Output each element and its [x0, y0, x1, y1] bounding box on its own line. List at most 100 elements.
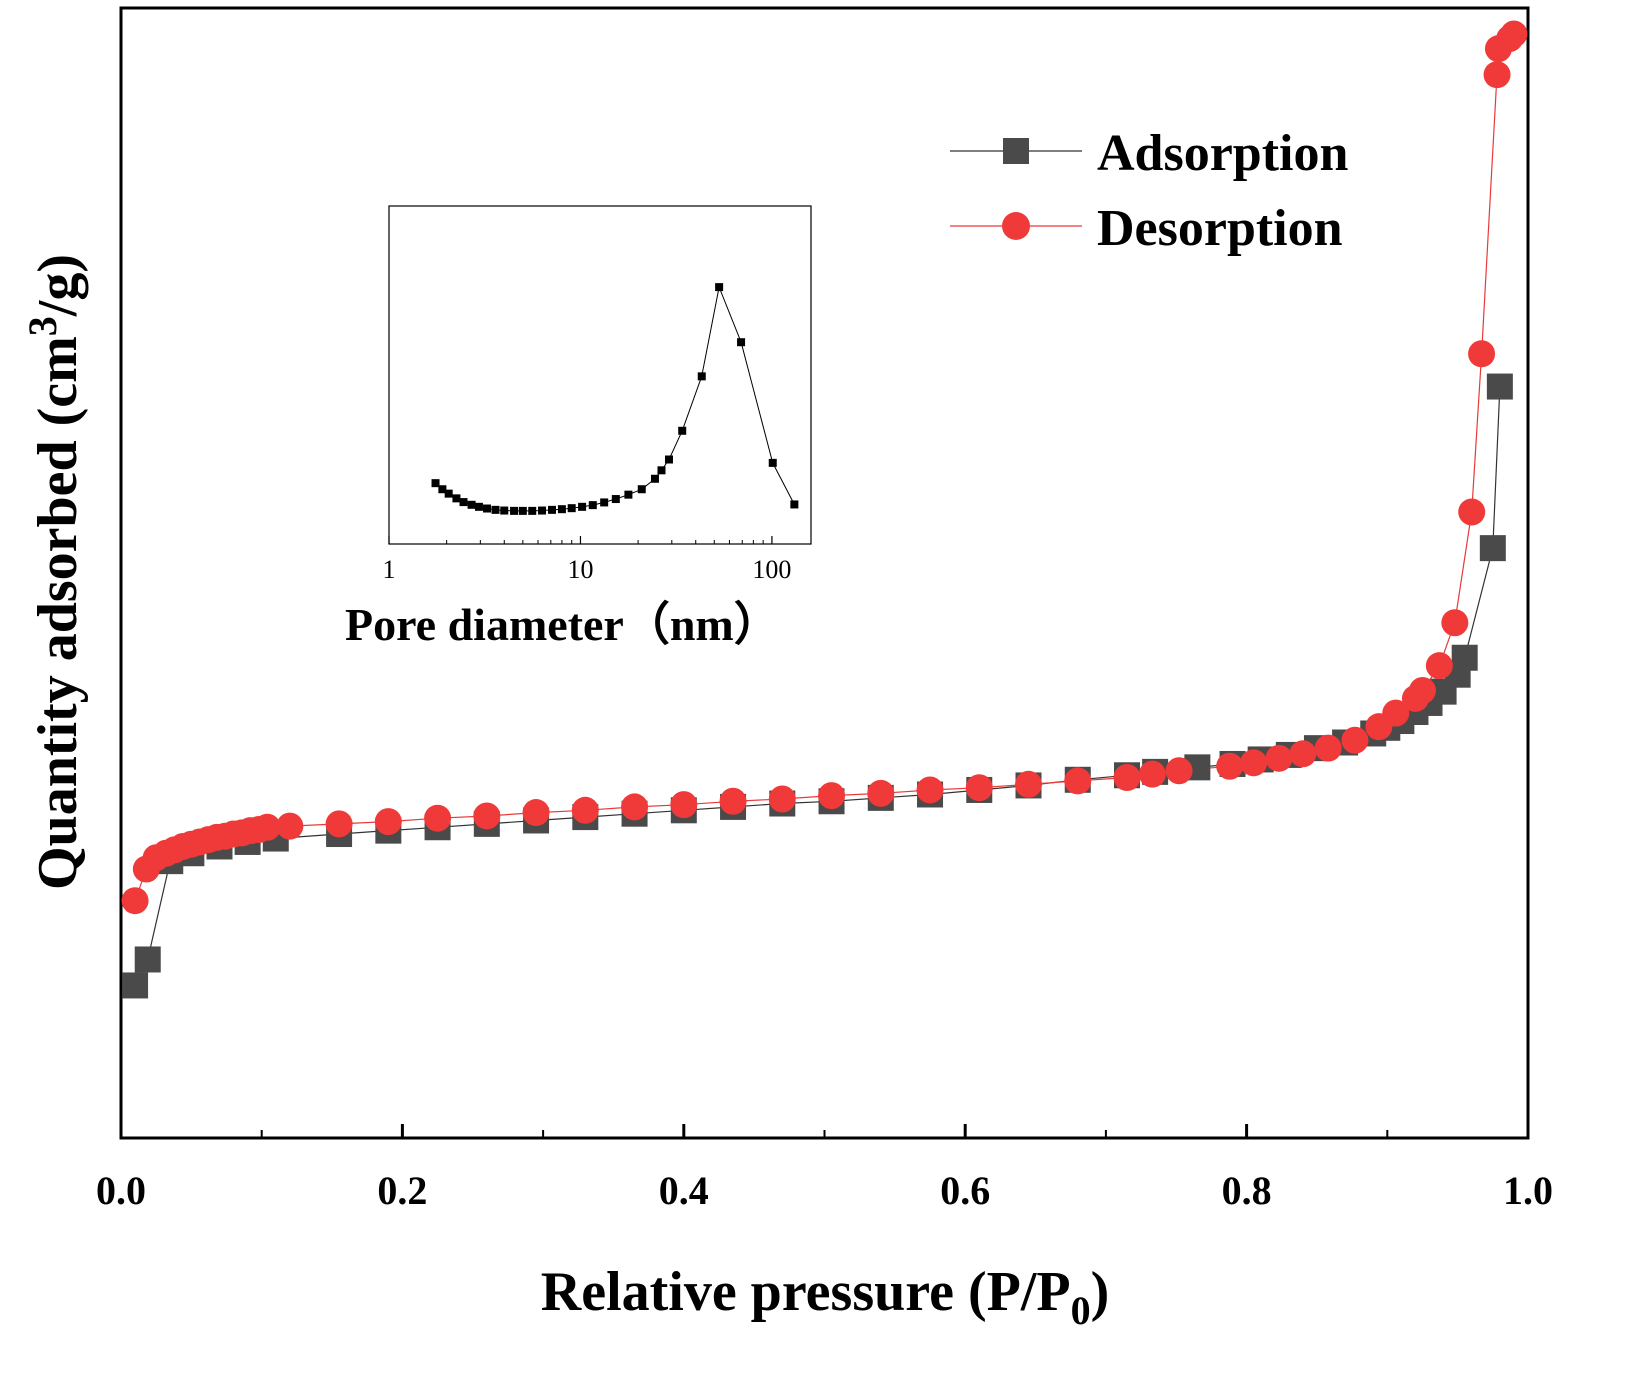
- inset-point: [678, 426, 687, 435]
- desorption-point: [1216, 752, 1244, 780]
- desorption-point: [374, 808, 402, 836]
- desorption-point: [818, 782, 846, 810]
- desorption-point: [1064, 767, 1092, 795]
- inset-point: [557, 505, 566, 514]
- inset-x-tick-label: 100: [752, 555, 791, 584]
- y-axis-title-main: Quantity adsorbed (cm: [27, 336, 89, 890]
- desorption-point: [1382, 699, 1410, 727]
- inset-x-ticks: 1 10 100: [383, 536, 791, 584]
- x-axis-title-sub: 0: [1071, 1288, 1091, 1333]
- desorption-point: [1015, 770, 1043, 798]
- inset-x-axis-title: Pore diameter（nm）: [345, 599, 780, 650]
- inset-x-tick-label: 1: [383, 555, 396, 584]
- adsorption-point: [134, 946, 161, 973]
- inset-point: [444, 489, 453, 498]
- desorption-point: [1113, 764, 1141, 792]
- desorption-point: [1341, 726, 1369, 754]
- x-tick-label: 0.4: [659, 1168, 709, 1213]
- inset-point: [438, 485, 447, 494]
- x-tick-label: 1.0: [1503, 1168, 1553, 1213]
- desorption-point: [916, 776, 944, 804]
- desorption-point: [1314, 734, 1342, 762]
- inset-line: [435, 285, 795, 512]
- inset-point: [500, 506, 509, 515]
- inset-point: [538, 506, 547, 515]
- x-axis-title-main: Relative pressure (P/P: [541, 1261, 1071, 1323]
- x-tick-label: 0.0: [96, 1168, 146, 1213]
- inset-point: [657, 466, 666, 475]
- desorption-point: [473, 802, 501, 830]
- inset-point: [637, 485, 646, 494]
- desorption-point: [1500, 20, 1528, 48]
- adsorption-point: [1451, 644, 1478, 671]
- desorption-point: [1240, 749, 1268, 777]
- desorption-point: [1483, 61, 1511, 89]
- y-axis-title-end: /g): [27, 254, 89, 317]
- legend-label-desorption: Desorption: [1097, 200, 1343, 257]
- desorption-point: [121, 887, 149, 915]
- desorption-point: [1265, 744, 1293, 772]
- desorption-point: [670, 791, 698, 819]
- desorption-point: [1289, 740, 1317, 768]
- legend-marker-desorption: [1002, 212, 1030, 240]
- inset-point: [431, 479, 440, 488]
- inset-point: [611, 495, 620, 504]
- inset-x-tick-label: 10: [567, 555, 593, 584]
- inset-point: [459, 498, 468, 507]
- inset-point: [588, 501, 597, 510]
- y-axis-title-sup: 3: [20, 316, 65, 336]
- inset-point: [518, 506, 527, 515]
- desorption-point: [1458, 498, 1486, 526]
- main-x-ticks: 0.0 0.2 0.4 0.6 0.8 1.0: [96, 1124, 1553, 1213]
- inset-point: [578, 502, 587, 511]
- legend: Adsorption Desorption: [950, 125, 1348, 257]
- inset-point: [528, 506, 537, 515]
- inset-point: [474, 502, 483, 511]
- x-axis-title: Relative pressure (P/P0): [541, 1261, 1109, 1333]
- desorption-point: [867, 779, 895, 807]
- inset-point: [697, 372, 706, 381]
- desorption-point: [768, 785, 796, 813]
- desorption-point: [1425, 652, 1453, 680]
- adsorption-line: [134, 386, 1501, 986]
- inset-point: [510, 506, 519, 515]
- desorption-point: [276, 812, 304, 840]
- desorption-point: [424, 804, 452, 832]
- desorption-point: [1468, 340, 1496, 368]
- main-series-layer: [121, 20, 1528, 999]
- inset-series-layer: [431, 283, 799, 515]
- desorption-point: [1165, 757, 1193, 785]
- desorption-point: [522, 799, 550, 827]
- inset-point: [483, 504, 492, 513]
- inset-plot-frame: [388, 205, 812, 545]
- inset-point: [567, 504, 576, 513]
- desorption-point: [1408, 677, 1436, 705]
- inset-point: [664, 455, 673, 464]
- inset-point: [790, 500, 799, 509]
- inset-point: [715, 283, 724, 292]
- inset-point: [768, 458, 777, 467]
- adsorption-point: [1479, 535, 1506, 562]
- x-axis-title-end: ): [1091, 1261, 1110, 1323]
- desorption-point: [1441, 609, 1469, 637]
- desorption-point: [325, 810, 353, 838]
- adsorption-point: [1486, 373, 1513, 400]
- x-tick-label: 0.8: [1222, 1168, 1272, 1213]
- x-tick-label: 0.6: [940, 1168, 990, 1213]
- desorption-point: [719, 787, 747, 815]
- desorption-point: [1138, 760, 1166, 788]
- y-axis-title: Quantity adsorbed (cm3/g): [20, 254, 89, 890]
- desorption-point: [965, 774, 993, 802]
- adsorption-point: [122, 972, 149, 999]
- legend-marker-adsorption: [1003, 138, 1029, 164]
- legend-label-adsorption: Adsorption: [1097, 125, 1348, 182]
- inset-point: [452, 494, 461, 503]
- desorption-point: [621, 793, 649, 821]
- inset-point: [547, 505, 556, 514]
- x-tick-label: 0.2: [377, 1168, 427, 1213]
- desorption-point: [571, 796, 599, 824]
- inset-point: [467, 500, 476, 509]
- desorption-point: [253, 813, 281, 841]
